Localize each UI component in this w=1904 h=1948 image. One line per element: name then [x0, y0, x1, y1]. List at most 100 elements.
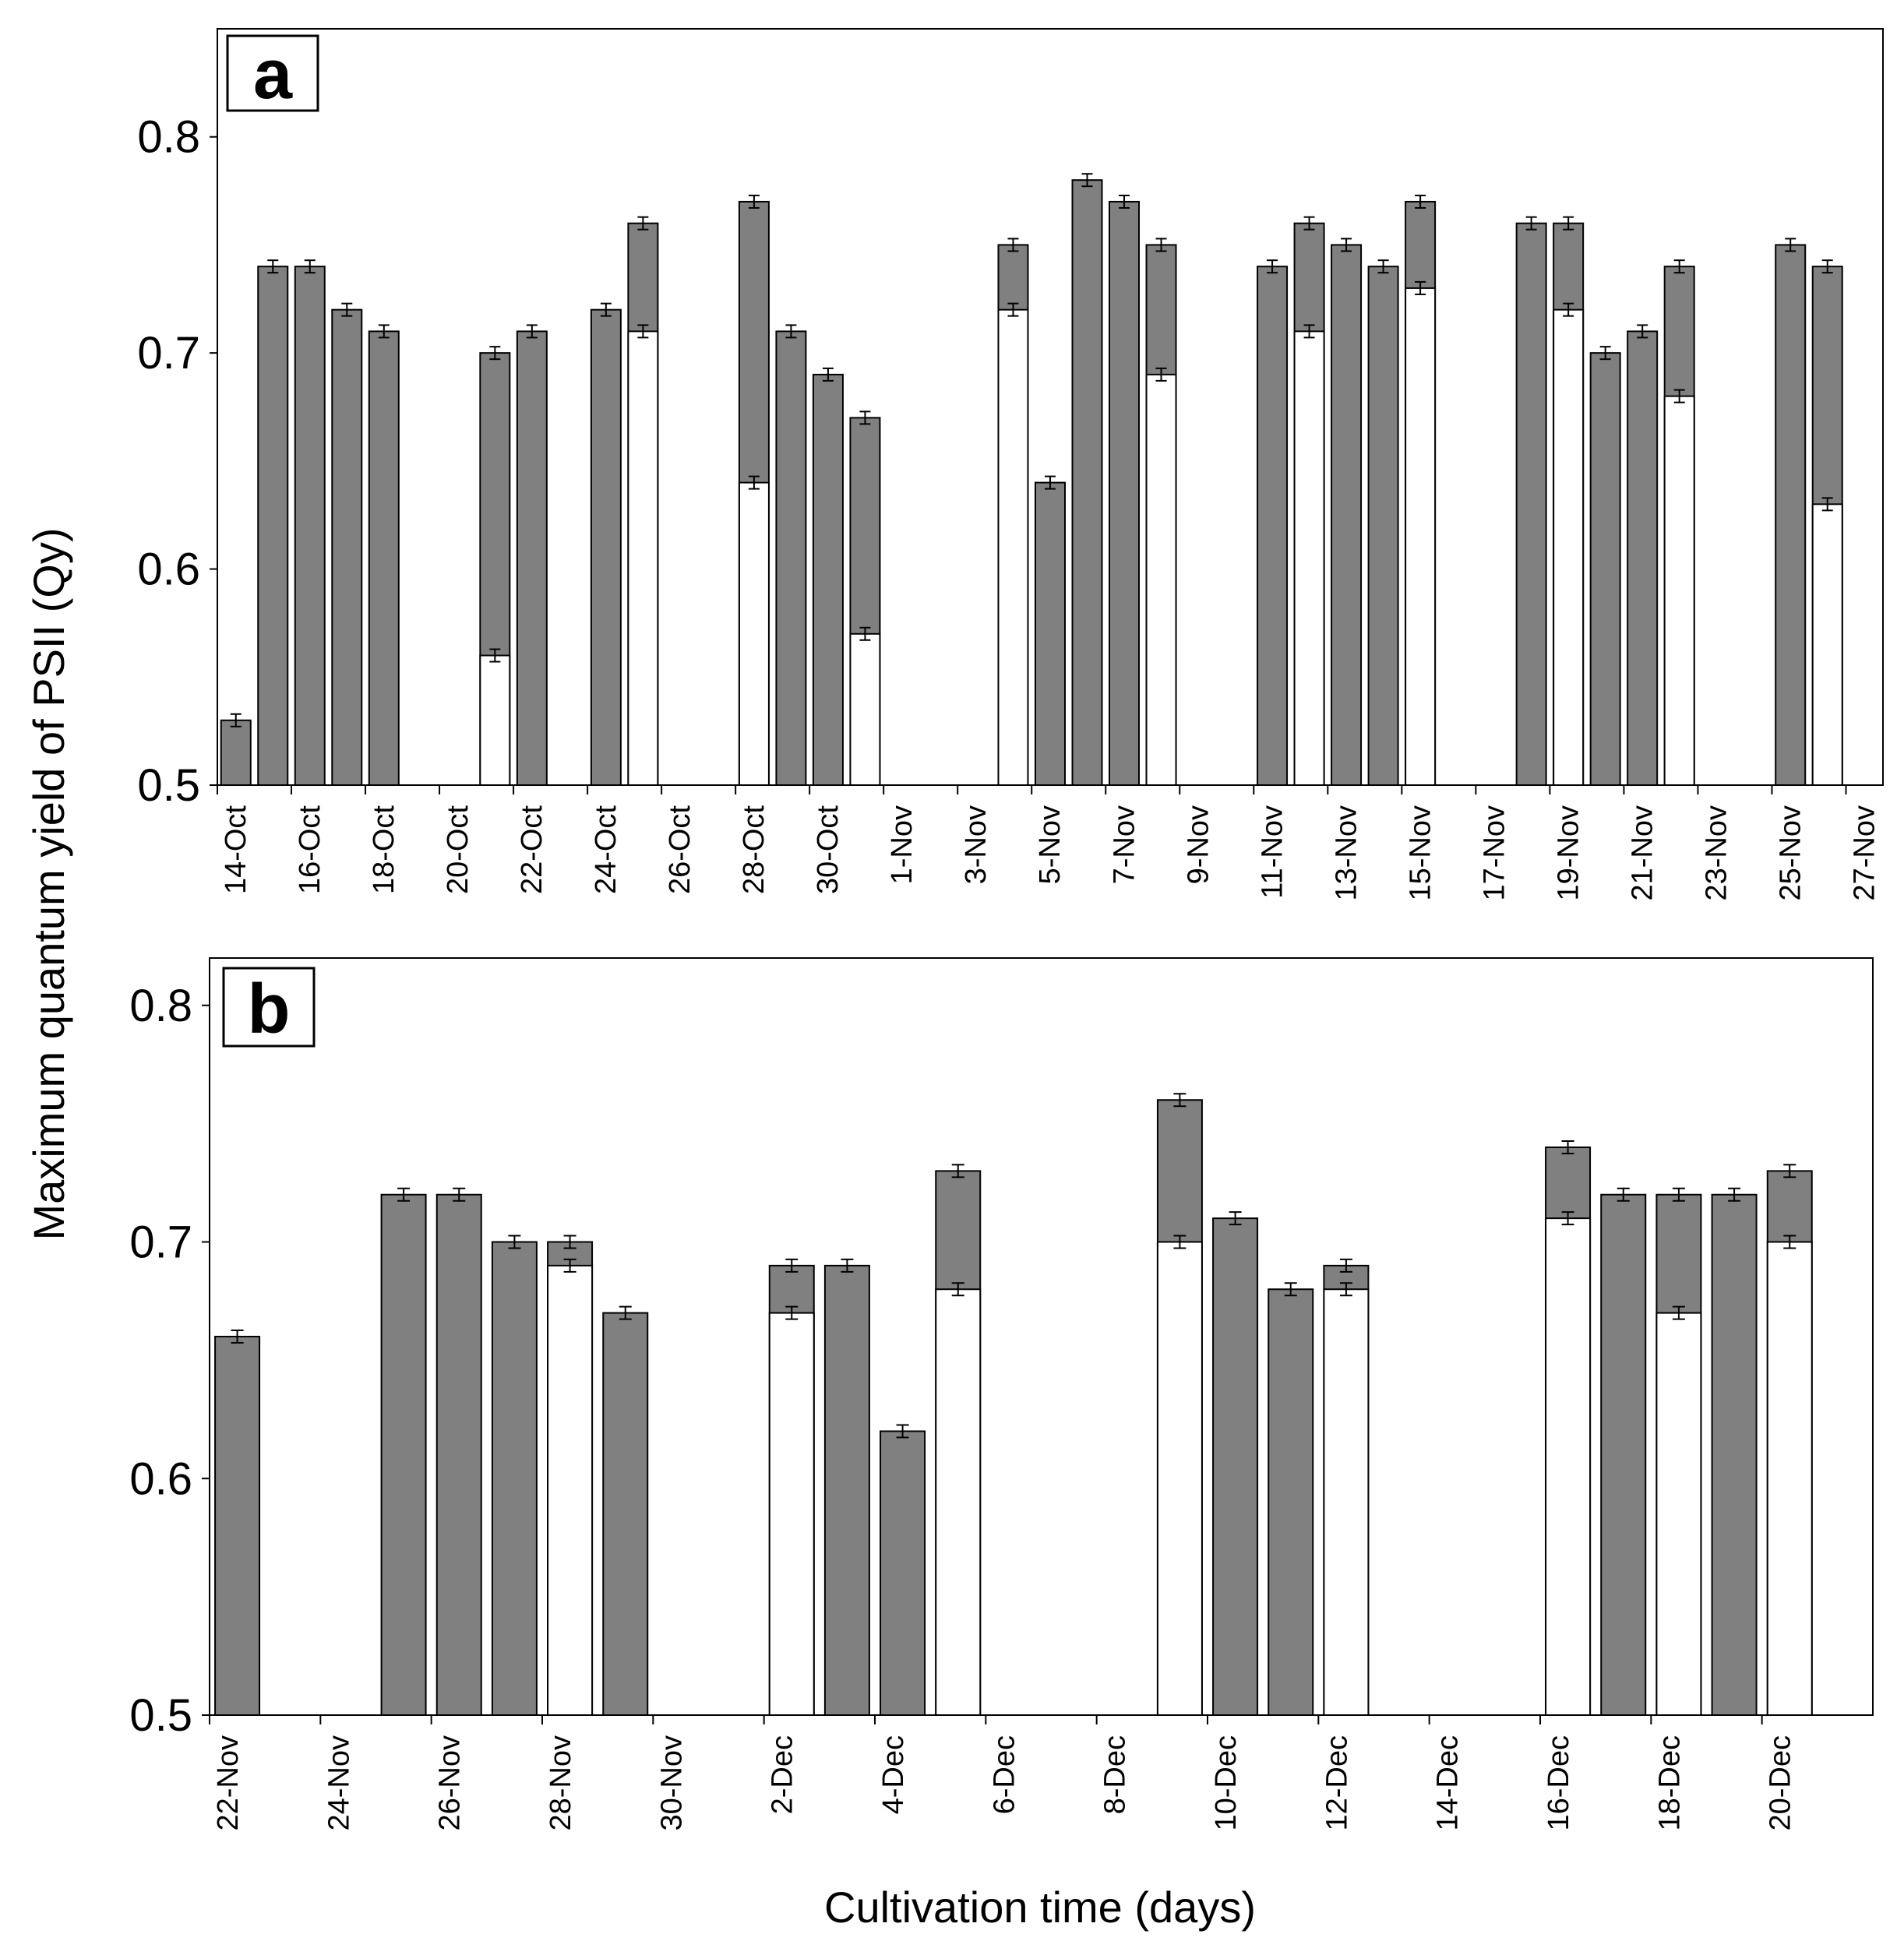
- bar-light: [1156, 1241, 1203, 1716]
- bar-dark: [1627, 330, 1659, 786]
- bar-dark: [590, 308, 622, 786]
- bar-light: [1766, 1241, 1813, 1716]
- error-bar: [785, 1258, 799, 1273]
- error-bar: [951, 1164, 964, 1178]
- bar-light: [849, 632, 881, 786]
- x-tick-label: 3-Nov: [960, 805, 993, 884]
- error-bar: [1341, 238, 1352, 252]
- error-bar: [397, 1187, 411, 1202]
- error-bar: [231, 1330, 244, 1344]
- error-bar: [896, 1424, 909, 1439]
- bar-dark: [214, 1336, 261, 1716]
- error-bar: [508, 1235, 521, 1249]
- x-tick-label: 16-Dec: [1543, 1735, 1575, 1831]
- bar-dark: [1071, 179, 1103, 786]
- bar-dark: [257, 266, 289, 786]
- error-bar: [822, 367, 834, 382]
- x-tick-label: 25-Nov: [1774, 805, 1807, 901]
- y-tick-label: 0.6: [137, 544, 200, 595]
- x-tick-label: 23-Nov: [1700, 805, 1733, 901]
- error-bar: [1007, 238, 1019, 252]
- error-bar: [1119, 194, 1130, 209]
- error-bar: [785, 1305, 799, 1320]
- panel-b-plot-frame: [209, 957, 1874, 1716]
- bar-dark: [1775, 244, 1807, 786]
- error-bar: [951, 1282, 964, 1297]
- x-tick-label: 13-Nov: [1330, 805, 1363, 901]
- y-tick-label: 0.6: [129, 1453, 192, 1504]
- bar-dark: [1035, 481, 1066, 786]
- bar-dark: [294, 266, 326, 786]
- error-bar: [563, 1235, 576, 1249]
- y-tick-label: 0.8: [129, 981, 192, 1031]
- error-bar: [1339, 1258, 1352, 1273]
- bar-light: [1811, 503, 1843, 786]
- bar-light: [1145, 373, 1177, 786]
- error-bar: [1673, 259, 1685, 274]
- panel-a-label-box: [226, 34, 319, 112]
- error-bar: [1155, 238, 1167, 252]
- error-bar: [1561, 1211, 1574, 1226]
- error-bar: [1563, 302, 1574, 317]
- bar-dark: [1600, 1193, 1647, 1716]
- x-tick-label: 14-Oct: [220, 805, 252, 894]
- panel-b-bars: [214, 1093, 1813, 1716]
- error-bar: [1672, 1305, 1685, 1320]
- error-bar: [1303, 216, 1315, 231]
- error-bar: [341, 302, 353, 317]
- error-bar: [1303, 324, 1315, 339]
- x-tick-label: 11-Nov: [1256, 805, 1289, 899]
- panel-a-chart: 0.5 0.6 0.7 0.8 14-Oct 16-Oct 18-Oct 20-Oct 22-…: [137, 28, 1884, 901]
- bar-light: [768, 1312, 815, 1716]
- bar-dark: [775, 330, 807, 786]
- bar-dark: [1515, 222, 1547, 786]
- error-bar: [1599, 346, 1611, 361]
- bar-light: [997, 308, 1029, 786]
- x-tick-label: 30-Nov: [655, 1735, 688, 1831]
- error-bar: [1081, 173, 1093, 188]
- panel-b-chart: 0.5 0.6 0.7 0.8 22-Nov 24-Nov 26-Nov 28-Nov 30-…: [129, 957, 1874, 1831]
- x-tick-label: 21-Nov: [1626, 805, 1659, 901]
- bar-light: [479, 654, 511, 786]
- x-tick-label: 19-Nov: [1552, 805, 1585, 901]
- error-bar: [1728, 1187, 1741, 1202]
- error-bar: [619, 1305, 632, 1320]
- bar-dark: [516, 330, 548, 786]
- error-bar: [1673, 389, 1685, 403]
- error-bar: [859, 410, 871, 425]
- x-tick-label: 20-Oct: [442, 805, 474, 894]
- error-bar: [1821, 497, 1833, 512]
- x-tick-label: 20-Dec: [1765, 1735, 1797, 1831]
- error-bar: [1672, 1187, 1685, 1202]
- error-bar: [1007, 302, 1019, 317]
- bar-dark: [1367, 266, 1399, 786]
- error-bar: [1173, 1235, 1186, 1249]
- bar-dark: [1257, 266, 1289, 786]
- bar-dark: [368, 330, 400, 786]
- y-tick-label: 0.5: [137, 760, 200, 811]
- bar-light: [547, 1264, 594, 1716]
- bar-dark: [1589, 352, 1621, 786]
- x-tick-label: 24-Nov: [323, 1735, 355, 1831]
- y-tick-label: 0.7: [137, 328, 200, 379]
- bar-dark: [220, 719, 252, 786]
- error-bar: [1415, 194, 1426, 209]
- bar-light: [738, 481, 770, 786]
- error-bar: [1229, 1211, 1242, 1226]
- y-axis-title: Maximum quantum yield of PSII (Qy): [24, 528, 73, 1241]
- x-tick-label: 27-Nov: [1848, 805, 1881, 901]
- error-bar: [230, 713, 242, 727]
- error-bar: [748, 194, 760, 209]
- y-tick-label: 0.5: [129, 1690, 192, 1741]
- x-tick-label: 2-Dec: [767, 1735, 799, 1814]
- bar-light: [627, 330, 659, 786]
- bar-dark: [1268, 1288, 1314, 1716]
- panel-b-x-axis: 22-Nov 24-Nov 26-Nov 28-Nov 30-Nov 2-Dec 4-Dec…: [209, 1715, 1797, 1831]
- x-tick-label: 28-Nov: [545, 1735, 577, 1831]
- panel-b-label-box: [222, 967, 316, 1048]
- error-bar: [526, 324, 538, 339]
- x-tick-label: 7-Nov: [1108, 805, 1141, 884]
- bar-light: [1545, 1217, 1592, 1716]
- x-tick-label: 1-Nov: [886, 805, 919, 884]
- x-tick-label: 9-Nov: [1182, 805, 1215, 884]
